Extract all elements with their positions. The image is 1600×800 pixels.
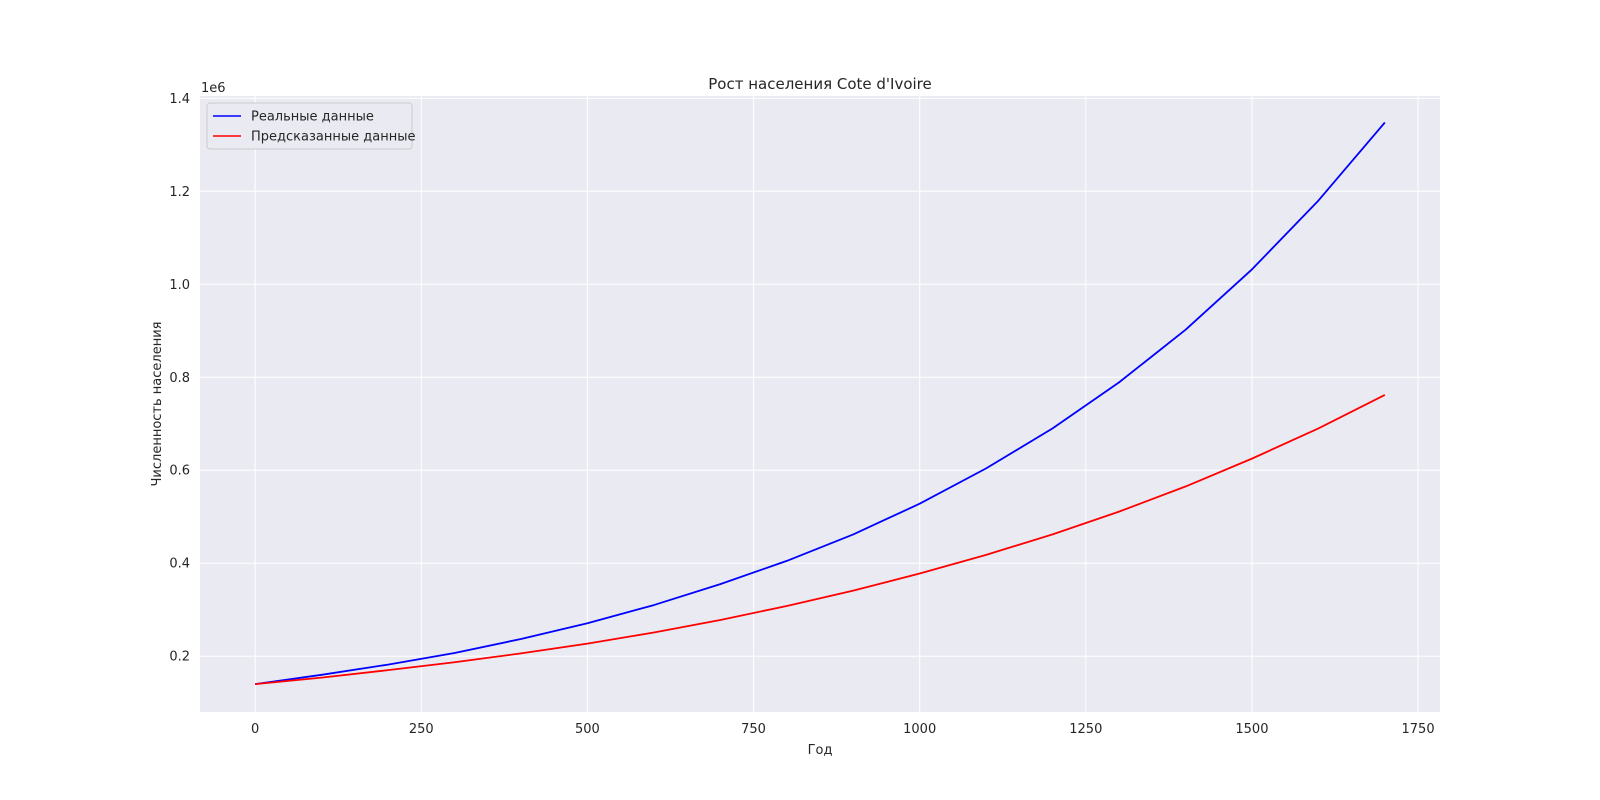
x-tick-label: 750	[741, 722, 766, 737]
legend: Реальные данные Предсказанные данные	[206, 102, 415, 150]
y-tick-label: 1.2	[169, 185, 190, 200]
legend-box	[206, 102, 413, 150]
grid-lines	[200, 96, 1440, 712]
series-lines	[255, 121, 1386, 686]
x-tick-label: 0	[251, 722, 259, 737]
plot-background	[200, 96, 1440, 712]
series-line-predicted	[255, 394, 1386, 686]
y-tick-label: 0.4	[169, 557, 190, 572]
y-tick-label: 0.6	[169, 464, 190, 479]
series-line-real	[255, 121, 1386, 686]
x-tick-label: 1750	[1402, 722, 1435, 737]
y-offset-label: 1e6	[201, 81, 226, 96]
x-tick-label: 500	[575, 722, 600, 737]
x-tick-label: 1000	[903, 722, 936, 737]
x-tick-labels: 0 250 500 750 1000 1250 1500 1750	[251, 722, 1435, 737]
y-tick-label: 0.8	[169, 371, 190, 386]
x-tick-label: 1250	[1069, 722, 1102, 737]
x-axis-label: Год	[808, 743, 833, 758]
y-tick-labels: 0.2 0.4 0.6 0.8 1.0 1.2 1.4	[169, 92, 190, 665]
chart-title: Рост населения Cote d'Ivoire	[708, 75, 932, 93]
x-tick-label: 250	[409, 722, 434, 737]
y-tick-label: 0.2	[169, 650, 190, 665]
legend-label-real: Реальные данные	[251, 110, 374, 125]
y-tick-label: 1.4	[169, 92, 190, 107]
y-axis-label: Численность населения	[150, 322, 165, 487]
x-tick-label: 1500	[1235, 722, 1268, 737]
legend-label-predicted: Предсказанные данные	[251, 130, 415, 145]
y-tick-label: 1.0	[169, 278, 190, 293]
